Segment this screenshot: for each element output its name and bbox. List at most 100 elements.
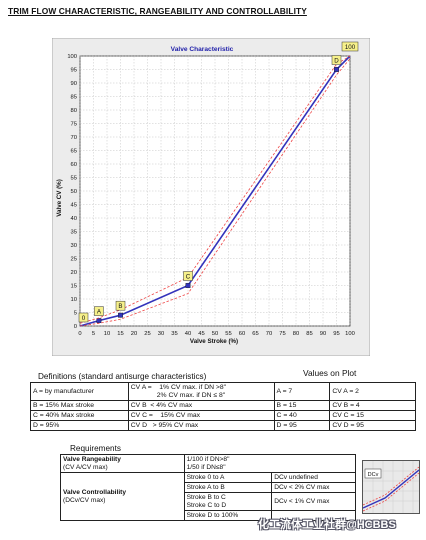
cv-cell: CV D > 95% CV max	[127, 420, 275, 431]
table-row: Valve Controllability (DCv/CV max) Strok…	[60, 472, 356, 521]
stroke-cell: Stroke B to C Stroke C to D	[183, 492, 273, 511]
requirements-title: Requirements	[70, 444, 121, 453]
y-tick-label: 5	[74, 311, 77, 317]
x-tick-label: 20	[131, 331, 137, 337]
point-annotation-box	[183, 271, 193, 281]
value-cell: A = 7	[273, 382, 331, 401]
rangeability-sub: (CV A/CV max)	[63, 463, 108, 471]
point-annotation-label: D	[334, 58, 339, 65]
stroke-cell: Stroke 0 to A	[183, 472, 273, 483]
series-point	[185, 283, 191, 288]
cv-value-cell: CV A = 2	[329, 382, 416, 401]
rangeability-line: 1/50 if DN≤8"	[186, 463, 226, 471]
value-cell: D = 95	[273, 420, 331, 431]
table-row: Stroke D to 100%	[61, 510, 356, 521]
chart-title: Valve Characteristic	[171, 46, 234, 53]
x-axis-label: Valve Stroke (%)	[190, 338, 238, 345]
value-cell: C = 40	[273, 410, 331, 421]
y-tick-label: 35	[71, 230, 77, 236]
point-annotation-box	[341, 41, 359, 52]
point-annotation-label: 100	[345, 44, 356, 51]
definition-cell: A = by manufacturer	[30, 382, 129, 401]
series-point	[96, 318, 102, 323]
series-point	[334, 67, 339, 72]
y-tick-label: 70	[71, 135, 77, 141]
dcv-mini-chart: DCv	[362, 460, 420, 514]
x-tick-label: 90	[320, 331, 326, 337]
point-annotation-label: B	[118, 303, 122, 310]
x-tick-label: 50	[212, 331, 218, 337]
x-tick-label: 0	[78, 331, 81, 337]
y-tick-label: 50	[71, 189, 77, 195]
stroke-cell: Stroke A to B	[183, 482, 273, 493]
definition-cell: B = 15% Max stroke	[30, 400, 129, 411]
y-tick-label: 100	[67, 54, 77, 60]
controllability-sub: (DCv/CV max)	[63, 496, 106, 504]
x-tick-label: 95	[333, 331, 339, 337]
rangeability-label: Valve Rangeability	[63, 455, 121, 463]
watermark: 化工流体工业社群@HCBBS	[258, 519, 396, 531]
point-annotation-box	[78, 312, 89, 323]
cv-cell: CV A = 1% CV max. if DN >8" 2% CV max. i…	[127, 382, 275, 401]
cv-value-cell: CV D = 95	[329, 420, 416, 431]
dcv-cell: DCv < 2% CV max	[271, 482, 356, 493]
y-tick-label: 95	[71, 68, 77, 74]
requirements-table: Valve Rangeability (CV A/CV max) 1/100 i…	[60, 454, 357, 521]
x-tick-label: 35	[171, 331, 177, 337]
y-tick-label: 80	[71, 108, 77, 114]
dcv-cell: DCv undefined	[271, 472, 356, 483]
definitions-title: Definitions (standard antisurge characte…	[38, 372, 207, 381]
point-annotation-label: 0	[82, 315, 86, 322]
x-tick-label: 100	[345, 331, 355, 337]
table-row: B = 15% Max stroke CV B < 4% CV max B = …	[30, 400, 416, 411]
definitions-table: A = by manufacturer CV A = 1% CV max. if…	[30, 382, 416, 431]
point-annotation-box	[115, 300, 126, 311]
table-row: A = by manufacturer CV A = 1% CV max. if…	[30, 382, 416, 401]
x-tick-label: 30	[158, 331, 164, 337]
cv-cell: CV C = 15% CV max	[127, 410, 275, 421]
table-row: C = 40% Max stroke CV C = 15% CV max C =…	[30, 410, 416, 421]
dcv-cell	[271, 510, 356, 521]
y-tick-label: 20	[71, 270, 77, 276]
controllability-label-cell: Valve Controllability (DCv/CV max)	[60, 472, 185, 521]
dcv-cell: DCv < 1% CV max	[271, 492, 356, 511]
x-tick-label: 75	[279, 331, 285, 337]
controllability-label: Valve Controllability	[63, 488, 127, 496]
stroke-line: Stroke C to D	[186, 501, 227, 509]
y-tick-label: 15	[71, 284, 77, 290]
mini-chart-label: DCv	[368, 472, 379, 478]
cv-value-cell: CV C = 15	[329, 410, 416, 421]
x-tick-label: 15	[117, 331, 123, 337]
definition-cell: D = 95%	[30, 420, 129, 431]
x-tick-label: 25	[144, 331, 150, 337]
y-tick-label: 55	[71, 176, 77, 182]
y-tick-label: 65	[71, 149, 77, 155]
y-tick-label: 30	[71, 243, 77, 249]
y-tick-label: 60	[71, 162, 77, 168]
point-annotation-label: C	[186, 274, 191, 281]
x-tick-label: 70	[266, 331, 272, 337]
x-tick-label: 40	[185, 331, 191, 337]
y-tick-label: 75	[71, 122, 77, 128]
x-tick-label: 5	[92, 331, 95, 337]
y-tick-label: 10	[71, 297, 77, 303]
series-point	[118, 312, 123, 318]
y-tick-label: 90	[71, 81, 77, 87]
valve-characteristic-chart: Valve Characteristic 0 5 10 15 20 25 30 35 40 45 5…	[52, 38, 370, 356]
cv-value-cell: CV B = 4	[329, 400, 416, 411]
cv-cell: CV B < 4% CV max	[127, 400, 275, 411]
table-row: Stroke B to C Stroke C to D DCv < 1% CV …	[61, 492, 356, 511]
rangeability-label-cell: Valve Rangeability (CV A/CV max)	[60, 454, 185, 473]
values-on-plot-title: Values on Plot	[303, 368, 357, 378]
y-tick-label: 45	[71, 203, 77, 209]
table-row: Valve Rangeability (CV A/CV max) 1/100 i…	[60, 454, 357, 473]
x-tick-label: 45	[198, 331, 204, 337]
stroke-line: Stroke B to C	[186, 493, 226, 501]
definition-cell: C = 40% Max stroke	[30, 410, 129, 421]
x-tick-label: 85	[306, 331, 312, 337]
rangeability-value-cell: 1/100 if DN>8" 1/50 if DN≤8"	[183, 454, 357, 473]
cv-line: 2% CV max. if DN ≤ 8"	[156, 391, 226, 399]
x-tick-label: 60	[239, 331, 245, 337]
x-tick-label: 55	[225, 331, 231, 337]
y-tick-label: 85	[71, 95, 77, 101]
